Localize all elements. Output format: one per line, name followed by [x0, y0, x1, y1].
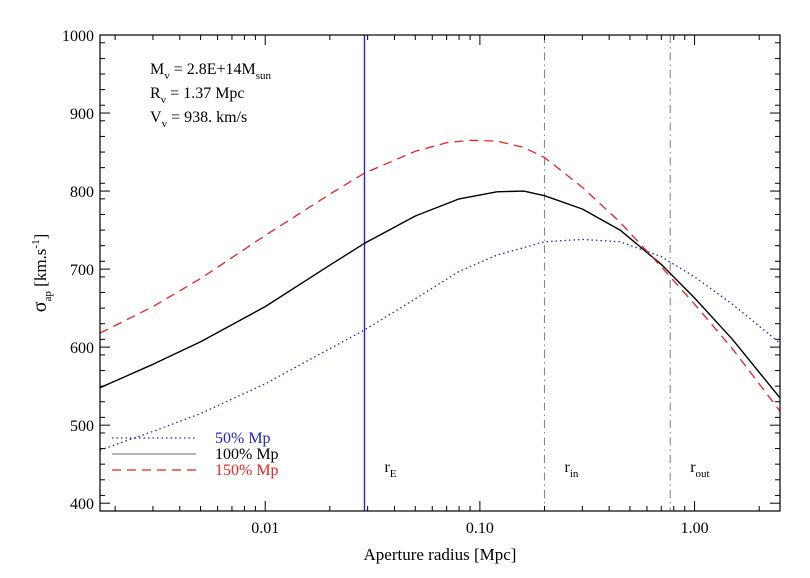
annotation-line-1: Mv = 2.8E+14Msun: [150, 61, 272, 82]
legend-label-2: 100% Mp: [215, 446, 279, 463]
vline-label-out: rout: [690, 459, 709, 480]
x-tick-label: 1.00: [681, 520, 709, 537]
plot-frame: [99, 34, 781, 512]
y-axis-label: σap [km.s-1]: [29, 234, 54, 313]
y-tick-label: 1000: [62, 28, 94, 45]
y-tick-label: 500: [70, 418, 94, 435]
x-axis-label: Aperture radius [Mpc]: [364, 545, 517, 564]
legend-label-3: 150% Mp: [215, 462, 279, 479]
y-tick-label: 900: [70, 106, 94, 123]
y-tick-label: 400: [70, 496, 94, 513]
annotation-line-2: Rv = 1.37 Mpc: [150, 85, 245, 106]
series-line-1: [99, 238, 781, 451]
x-tick-label: 0.10: [466, 520, 494, 537]
vline-label-in: rin: [565, 459, 579, 480]
series-line-3: [99, 139, 781, 412]
y-tick-label: 800: [70, 184, 94, 201]
series-line-2: [99, 190, 781, 399]
annotation-line-3: Vv = 938. km/s: [150, 109, 247, 130]
y-tick-label: 600: [70, 340, 94, 357]
y-tick-label: 700: [70, 262, 94, 279]
legend-label-1: 50% Mp: [215, 430, 271, 447]
vline-label-e: rE: [384, 459, 396, 480]
x-tick-label: 0.01: [251, 520, 279, 537]
